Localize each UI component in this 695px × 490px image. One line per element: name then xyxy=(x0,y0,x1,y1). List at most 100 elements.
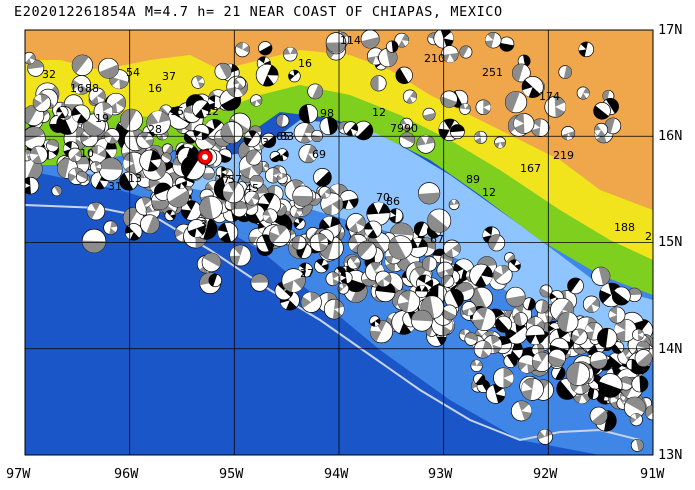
beachball-icon xyxy=(597,327,618,349)
beachball-label: 19 xyxy=(95,112,109,125)
beachball-icon xyxy=(474,130,488,144)
beachball-icon xyxy=(181,200,202,221)
beachball-icon xyxy=(32,93,52,113)
beachball-icon xyxy=(557,311,579,333)
beachball-label: 34 xyxy=(262,136,276,149)
beachball-icon xyxy=(386,40,399,53)
beachball-label: 15 xyxy=(170,105,184,118)
beachball-icon xyxy=(608,306,626,324)
beachball-icon xyxy=(229,244,252,267)
beachball-icon xyxy=(511,63,531,83)
beachball-icon xyxy=(427,208,452,233)
lat-label-15n: 15N xyxy=(658,234,683,250)
beachball-icon xyxy=(534,299,549,314)
beachball-icon xyxy=(503,354,518,368)
beachball-icon xyxy=(193,124,210,141)
beachball-icon xyxy=(93,101,113,121)
beachball-icon xyxy=(175,177,187,190)
beachball-label: 69 xyxy=(312,148,326,161)
beachball-icon xyxy=(394,32,410,48)
beachball-icon xyxy=(493,367,514,389)
beachball-label: 251 xyxy=(482,66,503,79)
beachball-icon xyxy=(558,65,572,79)
lat-label-16n: 16N xyxy=(658,128,683,144)
beachball-label: 57 xyxy=(228,173,242,186)
beachball-icon xyxy=(594,122,609,137)
beachball-icon xyxy=(587,388,600,400)
beachball-icon xyxy=(366,201,391,226)
beachball-icon xyxy=(473,340,492,359)
beachball-icon xyxy=(81,228,107,254)
beachball-icon xyxy=(395,66,413,85)
beachball-icon xyxy=(71,75,92,95)
beachball-icon xyxy=(597,373,623,398)
beachball-icon xyxy=(632,328,645,341)
beachball-icon xyxy=(191,99,211,119)
beachball-icon xyxy=(288,69,301,83)
beachball-label: 219 xyxy=(553,149,574,162)
beachball-icon xyxy=(485,32,502,49)
beachball-icon xyxy=(89,161,102,173)
beachball-icon xyxy=(459,45,473,59)
beachball-icon xyxy=(56,106,69,119)
beachball-icon xyxy=(233,76,246,90)
beachball-label: 114 xyxy=(340,34,361,47)
beachball-icon xyxy=(470,359,483,372)
beachball-label: 86 xyxy=(386,195,400,208)
beachball-icon xyxy=(499,36,515,52)
beachball-icon xyxy=(98,57,119,79)
beachball-icon xyxy=(161,143,174,155)
beachball-icon xyxy=(25,126,46,150)
beachball-icon xyxy=(146,110,171,136)
beachball-icon xyxy=(323,298,345,320)
beachball-icon xyxy=(378,47,398,68)
lat-label-14n: 14N xyxy=(658,341,683,357)
beachball-icon xyxy=(86,202,106,221)
beachball-label: 13 xyxy=(128,172,142,185)
beachball-icon xyxy=(298,104,319,124)
beachball-icon xyxy=(360,30,380,49)
beachball-icon xyxy=(244,190,260,206)
beachball-icon xyxy=(513,312,528,327)
beachball-icon xyxy=(413,221,430,237)
beachball-icon xyxy=(250,273,269,292)
beachball-icon xyxy=(120,108,143,132)
beachball-icon xyxy=(76,171,89,184)
beachball-icon xyxy=(215,166,227,178)
beachball-icon xyxy=(630,438,644,452)
beachball-icon xyxy=(25,51,36,65)
beachball-icon xyxy=(631,375,649,393)
beachball-label: 12 xyxy=(372,106,386,119)
beachball-icon xyxy=(166,184,190,208)
beachball-icon xyxy=(561,126,576,141)
beachball-icon xyxy=(214,62,232,80)
beachball-label: 17 xyxy=(216,173,230,186)
beachball-icon xyxy=(531,351,553,372)
beachball-label: 16 xyxy=(70,82,84,95)
beachball-icon xyxy=(67,147,83,162)
lon-label-97w: 97W xyxy=(6,466,31,482)
beachball-icon xyxy=(510,400,532,422)
beachball-icon xyxy=(525,325,546,345)
beachball-icon xyxy=(258,41,273,56)
beachball-icon xyxy=(220,121,244,144)
beachball-icon xyxy=(268,224,291,247)
lon-label-92w: 92W xyxy=(533,466,558,482)
beachball-label: 16 xyxy=(298,57,312,70)
beachball-icon xyxy=(520,377,544,401)
beachball-icon xyxy=(375,270,392,287)
beachball-label: 37 xyxy=(162,70,176,83)
lat-label-13n: 13N xyxy=(658,447,683,463)
beachball-icon xyxy=(337,282,350,295)
beachball-icon xyxy=(591,266,611,286)
beachball-icon xyxy=(276,114,290,128)
beachball-icon xyxy=(469,263,493,288)
beachball-icon xyxy=(88,87,106,105)
beachball-icon xyxy=(199,195,223,220)
beachball-icon xyxy=(51,185,63,197)
lat-label-17n: 17N xyxy=(658,22,683,38)
beachball-icon xyxy=(314,258,329,274)
beachball-icon xyxy=(255,63,279,87)
beachball-icon xyxy=(448,199,460,211)
